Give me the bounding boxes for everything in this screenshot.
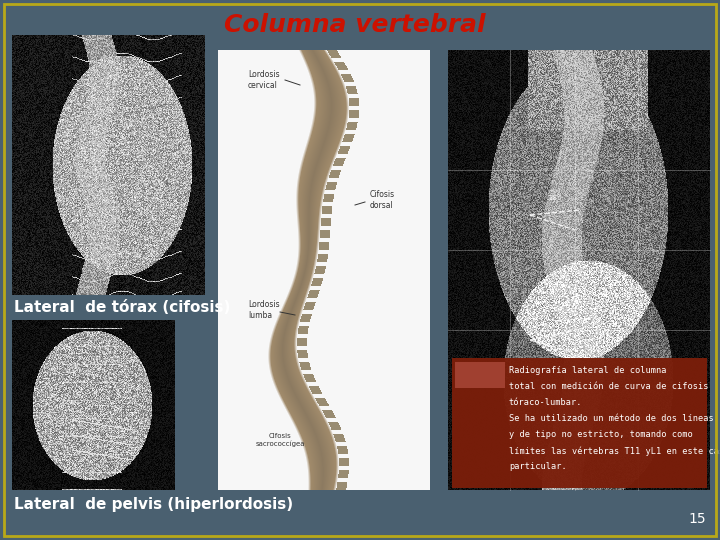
Text: Cifosis
dorsal: Cifosis dorsal: [370, 190, 395, 210]
Text: Columna vertebral: Columna vertebral: [224, 13, 486, 37]
Text: 28°: 28°: [549, 195, 561, 201]
Bar: [455, 362, 505, 388]
Bar: [218, 50, 430, 490]
Text: Se ha utilizado un método de dos líneas: Se ha utilizado un método de dos líneas: [509, 414, 714, 423]
Text: Lordosis
cervical: Lordosis cervical: [248, 70, 279, 90]
Text: Radiografía lateral de columna: Radiografía lateral de columna: [509, 366, 667, 375]
Bar: [452, 358, 707, 488]
Text: y de tipo no estricto, tomando como: y de tipo no estricto, tomando como: [509, 430, 693, 439]
Text: Lateral  de pelvis (hiperlordosis): Lateral de pelvis (hiperlordosis): [14, 496, 293, 511]
Text: Cifosis
sacrococcígea: Cifosis sacrococcígea: [256, 433, 305, 447]
Text: tóraco-lumbar.: tóraco-lumbar.: [509, 398, 582, 407]
Text: Lateral  de tórax (cifosis): Lateral de tórax (cifosis): [14, 300, 230, 315]
Text: total con medición de curva de cifosis: total con medición de curva de cifosis: [509, 382, 708, 391]
Text: límites las vértebras T11 yL1 en este caso: límites las vértebras T11 yL1 en este ca…: [509, 446, 720, 456]
Text: particular.: particular.: [509, 462, 567, 471]
Text: Lordosis
lumba: Lordosis lumba: [248, 300, 279, 320]
Text: 15: 15: [688, 512, 706, 526]
Text: 7°: 7°: [554, 320, 562, 326]
